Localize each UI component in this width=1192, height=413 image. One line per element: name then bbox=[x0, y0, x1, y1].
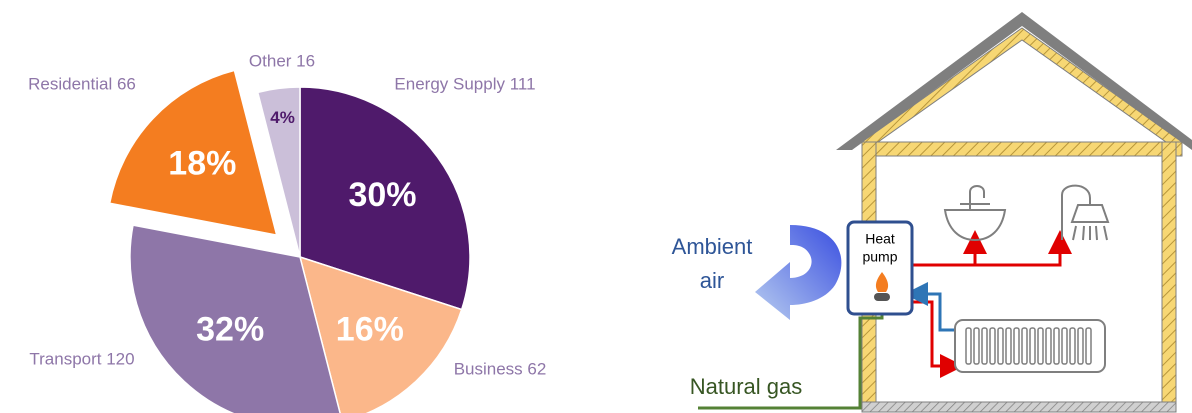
pie-slice bbox=[299, 86, 471, 311]
heat-pump-label: Heat bbox=[865, 231, 895, 247]
house-diagram: Ambient air Natural gas Heat pump bbox=[672, 12, 1192, 413]
return-pipe bbox=[904, 282, 955, 332]
radiator-fin bbox=[1037, 327, 1044, 365]
ceiling bbox=[861, 141, 1183, 157]
pie-slice bbox=[298, 255, 463, 413]
radiator-fin bbox=[1077, 327, 1084, 365]
radiator-fin bbox=[1045, 327, 1052, 365]
radiator-fin bbox=[1005, 327, 1012, 365]
percent-label: 16% bbox=[336, 310, 404, 348]
radiator-fin bbox=[1069, 327, 1076, 365]
category-label: Energy Supply 111 bbox=[394, 74, 535, 93]
category-label: Residential 66 bbox=[28, 74, 136, 93]
ambient-label: Ambient bbox=[672, 234, 753, 259]
gas-label: Natural gas bbox=[690, 374, 803, 399]
sink-icon bbox=[943, 185, 1007, 242]
category-label: Other 16 bbox=[249, 51, 315, 70]
radiator-fin bbox=[997, 327, 1004, 365]
radiator bbox=[954, 319, 1106, 373]
heat-pump-label: pump bbox=[862, 249, 897, 265]
percent-label: 30% bbox=[348, 176, 416, 214]
radiator-fin bbox=[1021, 327, 1028, 365]
radiator-fin bbox=[1085, 327, 1092, 365]
heating-pipe bbox=[912, 300, 964, 378]
radiator-fin bbox=[989, 327, 996, 365]
category-label: Business 62 bbox=[454, 359, 547, 378]
percent-label: 18% bbox=[168, 144, 236, 182]
heat-pump bbox=[846, 220, 914, 316]
ambient-label: air bbox=[700, 268, 724, 293]
shower-icon bbox=[1061, 184, 1110, 241]
pie-chart: 30% Energy Supply 111 16% Business 62 32% Tra… bbox=[28, 51, 546, 413]
radiator-fin bbox=[1013, 327, 1020, 365]
hot-water-pipe bbox=[912, 230, 1072, 267]
percent-label: 4% bbox=[270, 108, 295, 127]
radiator-fin bbox=[1061, 327, 1068, 365]
radiator-fin bbox=[1029, 327, 1036, 365]
pie-slice bbox=[129, 224, 341, 413]
pie-slice bbox=[108, 69, 278, 237]
flame bbox=[875, 272, 889, 292]
percent-label: 32% bbox=[196, 310, 264, 348]
floor bbox=[861, 401, 1177, 413]
right-wall bbox=[1161, 141, 1177, 403]
radiator-fin bbox=[973, 327, 980, 365]
radiator-fin bbox=[1053, 327, 1060, 365]
ambient-air-arrow bbox=[755, 225, 842, 320]
pie-slice bbox=[256, 86, 301, 258]
category-label: Transport 120 bbox=[29, 349, 134, 368]
roof bbox=[860, 27, 1184, 143]
radiator-fin bbox=[965, 327, 972, 365]
burner bbox=[874, 293, 890, 301]
radiator-fin bbox=[981, 327, 988, 365]
